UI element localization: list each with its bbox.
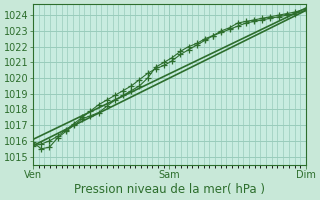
X-axis label: Pression niveau de la mer( hPa ): Pression niveau de la mer( hPa ) (74, 183, 265, 196)
